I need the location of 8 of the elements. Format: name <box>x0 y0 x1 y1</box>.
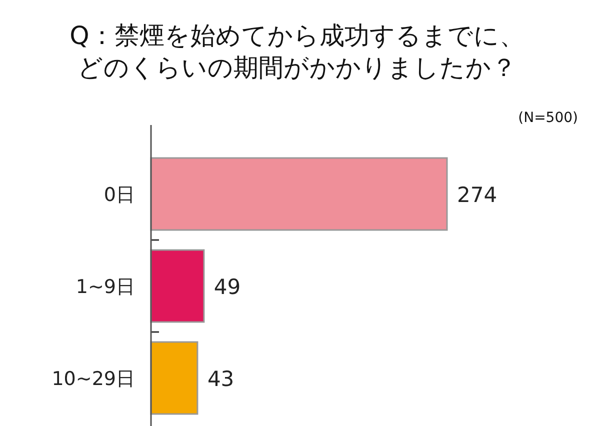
y-tick-label: 0日 <box>104 184 135 206</box>
data-label: 274 <box>457 183 498 207</box>
chart-title: Q：禁煙を始めてから成功するまでに、どのくらいの期間がかかりましたか？ <box>70 21 524 82</box>
y-tick-label: 1~9日 <box>76 276 135 298</box>
data-label: 43 <box>207 367 234 391</box>
y-tick-label: 10~29日 <box>52 368 135 390</box>
data-label: 49 <box>214 275 241 299</box>
text: (N=500) <box>518 110 578 126</box>
